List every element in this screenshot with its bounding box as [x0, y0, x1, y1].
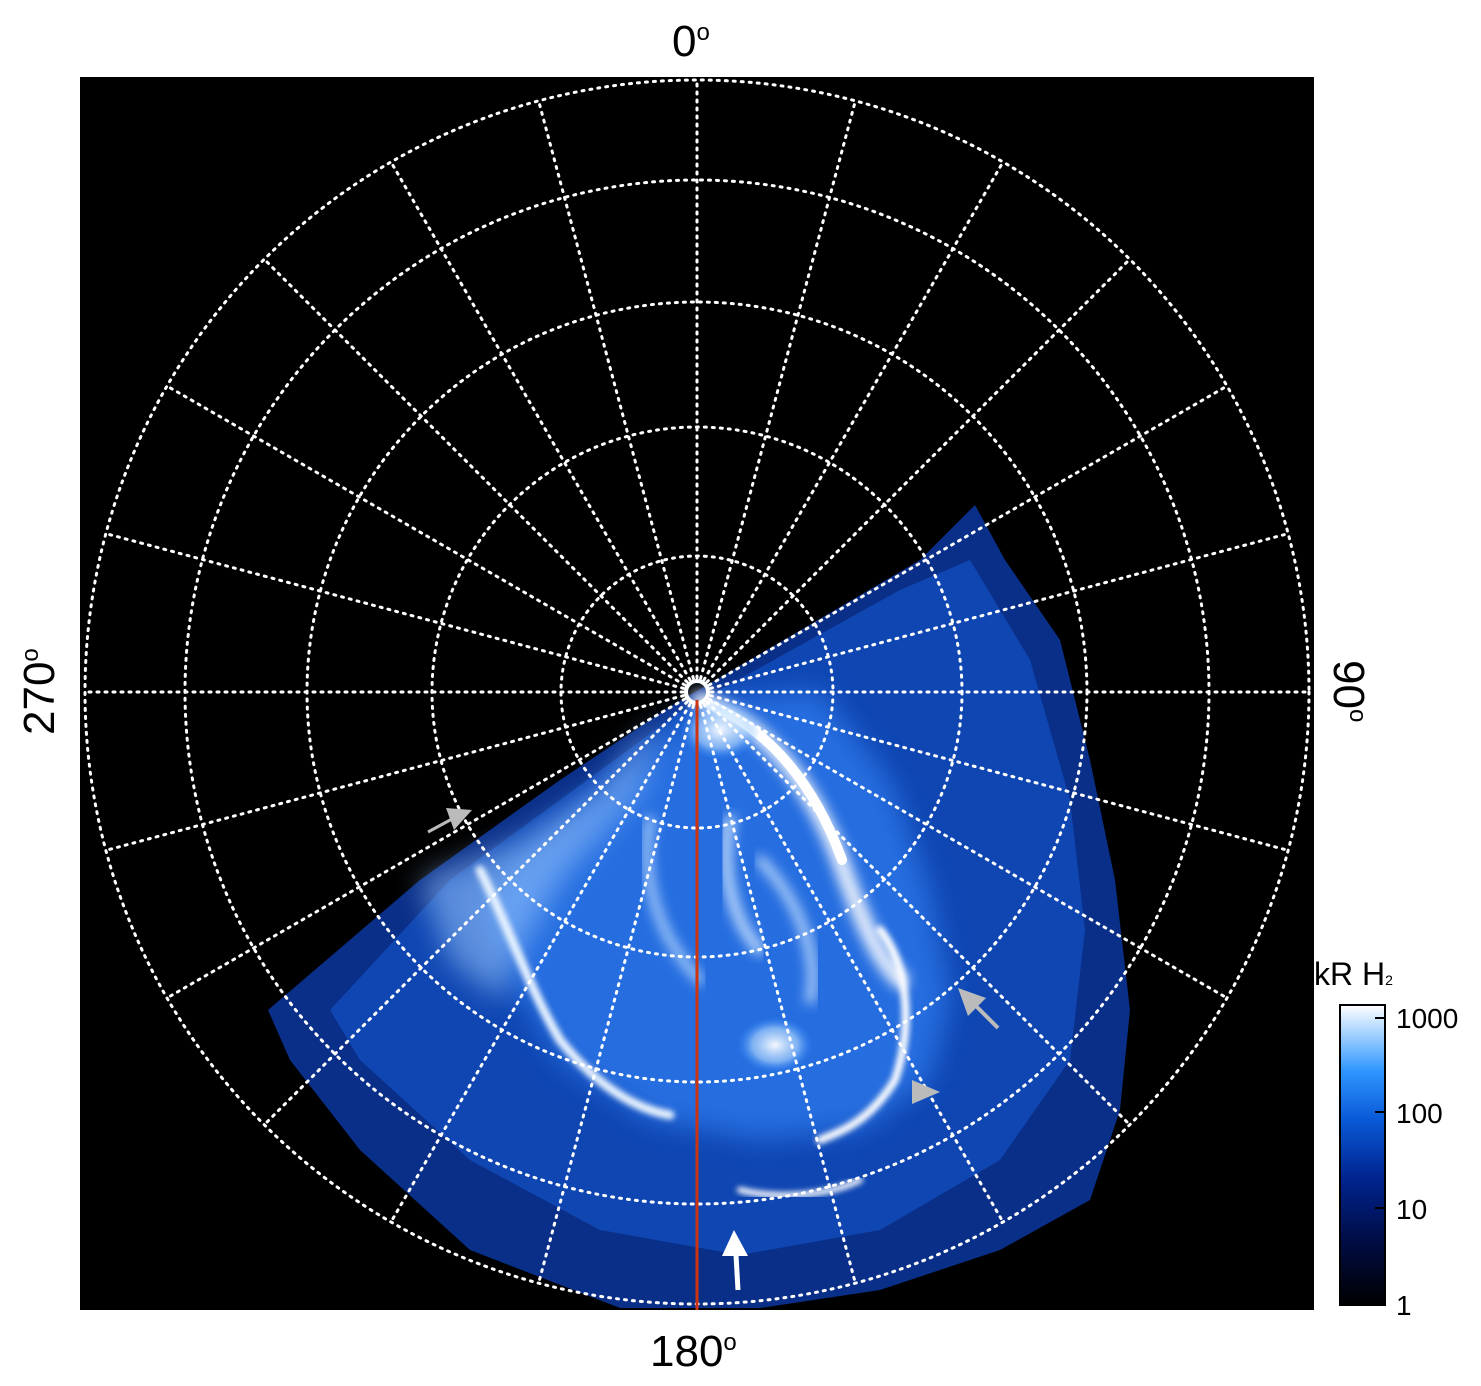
colorbar: [1339, 1004, 1386, 1306]
grid-meridian: [104, 694, 685, 852]
direction-label-left: 270o: [15, 648, 64, 735]
gray-arrow: [427, 808, 472, 834]
grid-meridian: [699, 99, 857, 680]
bright-spot: [680, 700, 760, 760]
grid-meridian: [389, 160, 692, 682]
grid-meridian: [104, 532, 685, 690]
grid-meridian: [262, 257, 689, 684]
grid-meridian: [709, 694, 1290, 852]
colorbar-title: kR H2: [1314, 956, 1393, 992]
grid-meridian: [165, 384, 687, 687]
grid-meridian: [165, 697, 687, 1000]
grid-meridian: [389, 702, 692, 1224]
direction-label-top: 0o: [672, 17, 710, 66]
grid-meridian: [702, 160, 1005, 682]
grid-meridian: [709, 532, 1290, 690]
colorbar-tick-label: 10: [1396, 1194, 1428, 1225]
colorbar-tick-label: 1000: [1396, 1003, 1459, 1034]
grid-meridian: [707, 384, 1229, 687]
grid-meridian: [705, 700, 1132, 1127]
grid-meridian: [705, 257, 1132, 684]
gray-arrowhead: [912, 1080, 940, 1104]
grid-meridian: [702, 702, 1005, 1224]
grid-meridian: [699, 704, 857, 1285]
colorbar-tick-label: 100: [1396, 1098, 1443, 1129]
colorbar-tick-label: 1: [1396, 1290, 1412, 1321]
white-arrow: [722, 1230, 748, 1291]
gray-arrow: [958, 988, 1000, 1030]
direction-label-bottom: 180o: [650, 1327, 737, 1376]
bright-spot: [737, 1017, 813, 1073]
polar-glow-left: [420, 720, 660, 1000]
grid-meridian: [707, 697, 1229, 1000]
direction-label-right: 90o: [1324, 660, 1373, 723]
grid-meridian: [262, 700, 689, 1127]
grid-meridian: [537, 99, 695, 680]
polar-grid: [83, 78, 1311, 1306]
colorbar-ticks: [1375, 1017, 1385, 1306]
grid-meridian: [537, 704, 695, 1285]
